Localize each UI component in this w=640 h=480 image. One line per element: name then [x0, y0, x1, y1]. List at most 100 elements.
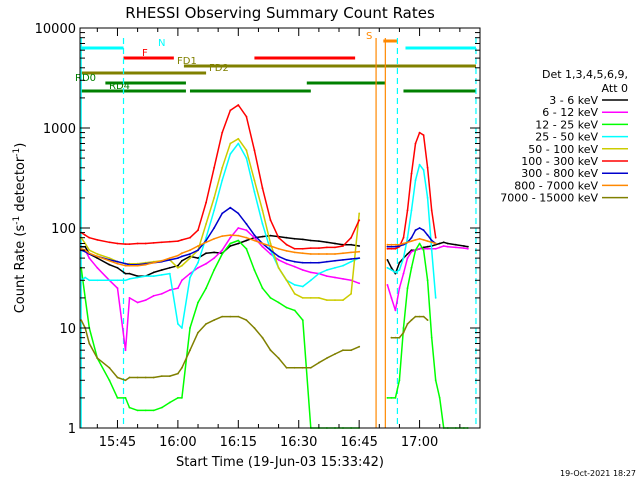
series-point-25-50-kev [326, 269, 328, 271]
series-point-3-6-kev [390, 266, 393, 269]
series-point-25-50-kev [318, 272, 320, 275]
series-point-25-50-kev [261, 223, 264, 225]
series-point-800-7000-kev [390, 243, 393, 246]
series-point-25-50-kev [189, 276, 191, 279]
series-point-12-25-kev [430, 336, 433, 339]
series-point-7000-15000-kev [237, 315, 240, 318]
series-point-100-300-kev [88, 236, 91, 239]
series-point-800-7000-kev [88, 252, 91, 255]
series-point-6-12-kev [418, 247, 421, 250]
legend-label-12-25-kev: 12 - 25 keV [535, 118, 598, 131]
series-point-6-12-kev [269, 253, 272, 255]
series-point-7000-15000-kev [309, 366, 312, 369]
x-tick-label-3: 16:30 [280, 435, 317, 450]
series-point-25-50-kev [128, 278, 131, 280]
series-point-800-7000-kev [301, 252, 304, 255]
series-point-6-12-kev [342, 278, 344, 280]
series-point-50-100-kev [189, 257, 191, 259]
series-point-7000-15000-kev [116, 376, 119, 379]
series-point-6-12-kev [326, 275, 328, 277]
legend-label-25-50-kev: 25 - 50 keV [535, 131, 598, 144]
series-point-100-300-kev [342, 245, 344, 247]
series-point-3-6-kev [96, 257, 99, 259]
series-point-7000-15000-kev [261, 336, 264, 339]
series-point-800-7000-kev [229, 234, 232, 237]
series-point-3-6-kev [318, 240, 320, 243]
series-point-50-100-kev [277, 266, 280, 269]
series-point-12-25-kev [438, 397, 441, 399]
series-point-25-50-kev [422, 169, 425, 171]
series-point-6-12-kev [293, 265, 296, 268]
series-point-25-50-kev [309, 279, 312, 282]
y-axis-label: Count Rate (s-1 detector-1) [12, 143, 28, 314]
series-point-3-6-kev [168, 266, 171, 269]
series-point-300-800-kev [293, 260, 296, 263]
series-point-3-6-kev [205, 252, 208, 255]
series-point-7000-15000-kev [80, 319, 83, 321]
series-point-50-100-kev [237, 137, 240, 140]
series-point-6-12-kev [253, 236, 256, 239]
series-point-100-300-kev [221, 131, 224, 134]
x-axis-label: Start Time (19-Jun-03 15:33:42) [176, 455, 384, 470]
series-point-6-12-kev [402, 272, 405, 275]
series-point-7000-15000-kev [205, 323, 208, 325]
legend-label-800-7000-kev: 800 - 7000 keV [514, 179, 598, 192]
series-point-100-300-kev [205, 201, 208, 204]
series-point-7000-15000-kev [334, 353, 336, 355]
series-point-3-6-kev [128, 272, 131, 275]
series-point-3-6-kev [84, 245, 87, 248]
series-point-12-25-kev [414, 249, 417, 252]
series-point-25-50-kev [342, 264, 344, 267]
series-point-50-100-kev [285, 279, 288, 282]
series-point-12-25-kev [177, 397, 179, 399]
series-point-6-12-kev [88, 257, 91, 259]
series-point-7000-15000-kev [418, 315, 421, 318]
series-point-800-7000-kev [309, 253, 312, 255]
series-point-25-50-kev [293, 284, 296, 286]
series-point-100-300-kev [418, 131, 421, 134]
series-point-100-300-kev [116, 242, 119, 245]
series-point-6-12-kev [205, 262, 208, 265]
x-axis-ticks: 15:45 16:00 16:15 16:30 16:45 17:00 [96, 28, 461, 450]
series-point-100-300-kev [326, 246, 328, 249]
series-point-300-800-kev [309, 261, 312, 264]
x-tick-label-4: 16:45 [340, 435, 377, 450]
series-point-100-300-kev [394, 247, 397, 250]
series-point-800-7000-kev [350, 251, 352, 254]
series-point-12-25-kev [197, 301, 199, 304]
series-point-12-25-kev [189, 327, 191, 329]
series-point-6-12-kev [285, 262, 288, 265]
series-point-300-800-kev [390, 245, 393, 248]
legend-label-7000-15000-kev: 7000 - 15000 keV [500, 192, 598, 205]
y-axis-label-sup-1: -1 [12, 216, 22, 225]
series-point-100-300-kev [358, 219, 361, 222]
series-point-100-300-kev [160, 241, 163, 244]
series-point-6-12-kev [152, 294, 155, 297]
series-point-3-6-kev [350, 243, 352, 246]
series-point-3-6-kev [454, 243, 457, 246]
series-point-300-800-kev [177, 257, 179, 259]
series-point-6-12-kev [116, 287, 119, 290]
series-point-12-25-kev [434, 379, 437, 382]
series-point-25-50-kev [418, 163, 421, 166]
series-point-6-12-kev [237, 227, 240, 229]
series-point-800-7000-kev [293, 251, 296, 254]
series-point-800-7000-kev [398, 243, 401, 246]
series-point-100-300-kev [309, 247, 312, 250]
series-point-100-300-kev [334, 246, 336, 249]
series-point-25-50-kev [96, 279, 99, 282]
series-point-25-50-kev [84, 276, 87, 279]
series-point-50-100-kev [205, 223, 208, 225]
series-point-100-300-kev [414, 142, 417, 145]
series-point-3-6-kev [467, 245, 469, 248]
series-point-100-300-kev [253, 149, 256, 152]
series-point-300-800-kev [430, 239, 433, 242]
series-point-100-300-kev [410, 172, 413, 175]
series-point-800-7000-kev [197, 245, 199, 247]
series-point-7000-15000-kev [410, 319, 413, 321]
series-point-100-300-kev [108, 241, 111, 244]
series-point-300-800-kev [229, 206, 232, 209]
series-point-7000-15000-kev [152, 376, 155, 379]
series-point-3-6-kev [136, 275, 139, 277]
